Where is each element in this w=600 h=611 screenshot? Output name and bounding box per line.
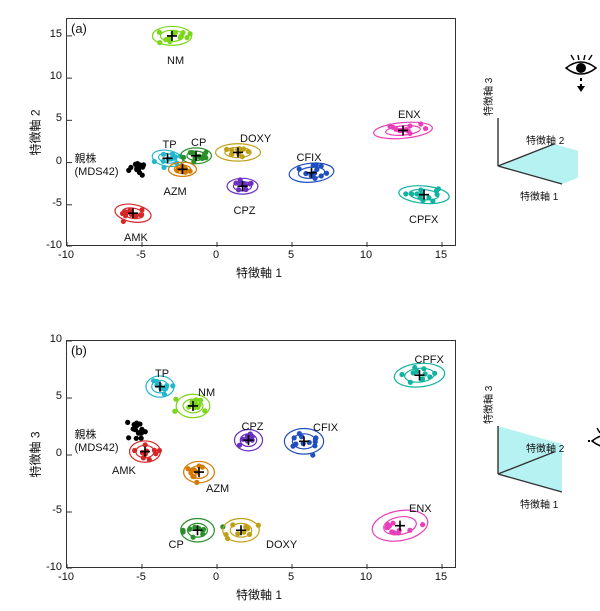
- cluster-label: CPZ: [242, 421, 264, 433]
- figure: -10 -5 0 5 10 15 -10 -5 0 5 10 15 親株(MDS42) TP CP DOXY A…: [0, 0, 600, 611]
- ytick-label: -5: [34, 197, 62, 209]
- cluster-label: TP: [155, 368, 169, 380]
- panel-tag: (a): [71, 21, 87, 36]
- xtick-label: -5: [126, 249, 156, 261]
- cluster-label: AMK: [124, 232, 148, 244]
- xtick-label: 10: [351, 571, 381, 583]
- scatter-point: [143, 429, 148, 434]
- scatter-point: [303, 171, 308, 176]
- xtick-label: 0: [201, 571, 231, 583]
- cluster-label: TP: [163, 139, 177, 151]
- xtick-label: 10: [351, 249, 381, 261]
- cluster-label: CPFX: [415, 354, 444, 366]
- ytick-label: 0: [34, 155, 62, 167]
- ytick-label: -10: [34, 561, 62, 573]
- centroid-cross: [395, 521, 405, 531]
- eye-icon: [562, 54, 600, 92]
- plot-svg: [67, 341, 457, 569]
- xlabel: 特徴軸 1: [236, 586, 282, 603]
- xtick-label: 5: [276, 249, 306, 261]
- cluster-label: AZM: [164, 186, 187, 198]
- scatter-point: [126, 435, 131, 440]
- ytick-label: 5: [34, 390, 62, 402]
- inset-axis-label: 特徴軸 2: [526, 132, 564, 147]
- ytick-label: -5: [34, 504, 62, 516]
- centroid-cross: [398, 125, 408, 135]
- scatter-point: [387, 523, 392, 528]
- cluster-label: CP: [169, 539, 184, 551]
- cluster-label: CP: [191, 137, 206, 149]
- xtick-label: 15: [426, 571, 456, 583]
- scatter-panel: [66, 340, 456, 568]
- scatter-point: [133, 213, 138, 218]
- inset-axis-label: 特徴軸 2: [526, 440, 564, 455]
- cluster-label: AZM: [206, 483, 229, 495]
- scatter-point: [134, 423, 139, 428]
- inset-axis-label: 特徴軸 3: [480, 78, 495, 116]
- scatter-point: [403, 191, 408, 196]
- eye-icon: [588, 427, 600, 465]
- xtick-label: 5: [276, 571, 306, 583]
- scatter-point: [125, 420, 130, 425]
- cluster-label: ENX: [409, 503, 432, 515]
- xlabel: 特徴軸 1: [236, 264, 282, 281]
- xtick-label: 15: [426, 249, 456, 261]
- cluster-label: ENX: [398, 109, 421, 121]
- cluster-label: NM: [167, 55, 184, 67]
- centroid-cross: [140, 447, 150, 457]
- cluster-label: NM: [198, 387, 215, 399]
- scatter-point: [139, 436, 144, 441]
- scatter-point: [136, 166, 141, 171]
- highlight-plane: [498, 426, 562, 492]
- inset-axis-label: 特徴軸 1: [520, 496, 558, 511]
- scatter-point: [141, 162, 146, 167]
- cluster-label: 親株(MDS42): [75, 150, 119, 178]
- xtick-label: -5: [126, 571, 156, 583]
- inset-axis-label: 特徴軸 3: [480, 386, 495, 424]
- scatter-point: [133, 162, 138, 167]
- cluster-label: CPZ: [234, 205, 256, 217]
- scatter-point: [170, 383, 175, 388]
- ylabel: 特徴軸 3: [27, 431, 44, 477]
- ylabel: 特徴軸 2: [27, 109, 44, 155]
- scatter-point: [126, 168, 131, 173]
- cluster-label: DOXY: [240, 133, 271, 145]
- cluster-label: CFIX: [313, 422, 338, 434]
- scatter-point: [192, 525, 197, 530]
- inset-axis-label: 特徴軸 1: [520, 188, 558, 203]
- scatter-point: [423, 126, 428, 131]
- cluster-label: AMK: [112, 465, 136, 477]
- xtick-label: 0: [201, 249, 231, 261]
- scatter-point: [235, 531, 240, 536]
- cluster-label: 親株(MDS42): [75, 426, 119, 454]
- scatter-point: [399, 372, 404, 377]
- scatter-point: [420, 198, 425, 203]
- ytick-label: 10: [34, 70, 62, 82]
- ytick-label: 15: [34, 28, 62, 40]
- ytick-label: 10: [34, 333, 62, 345]
- cluster-label: CPFX: [409, 214, 438, 226]
- scatter-panel: [66, 18, 456, 246]
- scatter-point: [420, 522, 425, 527]
- panel-tag: (b): [71, 343, 87, 358]
- cluster-label: DOXY: [266, 539, 297, 551]
- scatter-point: [134, 436, 139, 441]
- ytick-label: -10: [34, 239, 62, 251]
- cluster-label: CFIX: [297, 152, 322, 164]
